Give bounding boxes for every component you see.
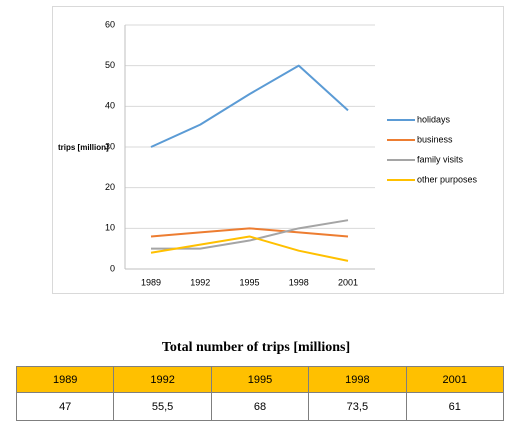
table-header-cell: 2001: [405, 366, 505, 393]
y-tick-label: 10: [105, 223, 115, 233]
chart-frame: 0 10 20 30 40 50 60 1989 1992 1995 1998 2001 trips …: [52, 6, 504, 294]
legend-label: holidays: [417, 114, 451, 124]
y-tick-label: 60: [105, 19, 115, 29]
y-axis-title: trips [million]: [58, 143, 109, 152]
table-header-cell: 1992: [113, 366, 212, 393]
series-line-family-visits: [151, 219, 349, 250]
y-tick-label: 0: [110, 263, 115, 273]
x-tick-label: 1989: [141, 277, 161, 287]
series-lines: [150, 64, 349, 262]
table-cell: 61: [405, 392, 505, 421]
series-line-holidays: [150, 64, 349, 148]
gridlines: [125, 24, 375, 229]
y-tick-label: 30: [105, 141, 115, 151]
y-tick-label: 50: [105, 60, 115, 70]
table-title: Total number of trips [millions]: [161, 340, 351, 355]
table-header-cell: 1995: [210, 366, 310, 393]
table-header-cell: 1998: [308, 366, 407, 393]
x-tick-label: 1995: [239, 277, 259, 287]
table-cell: 68: [210, 392, 310, 421]
table-cell: 55,5: [113, 392, 212, 421]
x-tick-label: 1998: [289, 277, 309, 287]
series-line-other-purposes: [150, 235, 349, 262]
legend: holidays business family visits other purpo…: [387, 114, 478, 184]
table-header-cell: 1989: [15, 366, 115, 393]
trips-table: 1989 1992 1995 1998 2001 47 55,5 68 73,5…: [15, 366, 505, 421]
y-tick-label: 40: [105, 101, 115, 111]
table-cell: 47: [15, 392, 115, 421]
y-tick-label: 20: [105, 182, 115, 192]
legend-label: business: [417, 134, 453, 144]
table-header-row: 1989 1992 1995 1998 2001: [15, 366, 505, 393]
x-tick-label: 2001: [338, 277, 358, 287]
axes: 0 10 20 30 40 50 60 1989 1992 1995 1998 2001: [105, 19, 375, 287]
table-cell: 73,5: [308, 392, 407, 421]
table-row: 47 55,5 68 73,5 61: [15, 392, 505, 421]
x-tick-label: 1992: [190, 277, 210, 287]
line-chart: 0 10 20 30 40 50 60 1989 1992 1995 1998 2001 trips …: [58, 19, 478, 287]
legend-label: other purposes: [417, 174, 478, 184]
legend-label: family visits: [417, 154, 464, 164]
series-line-business: [150, 227, 349, 238]
